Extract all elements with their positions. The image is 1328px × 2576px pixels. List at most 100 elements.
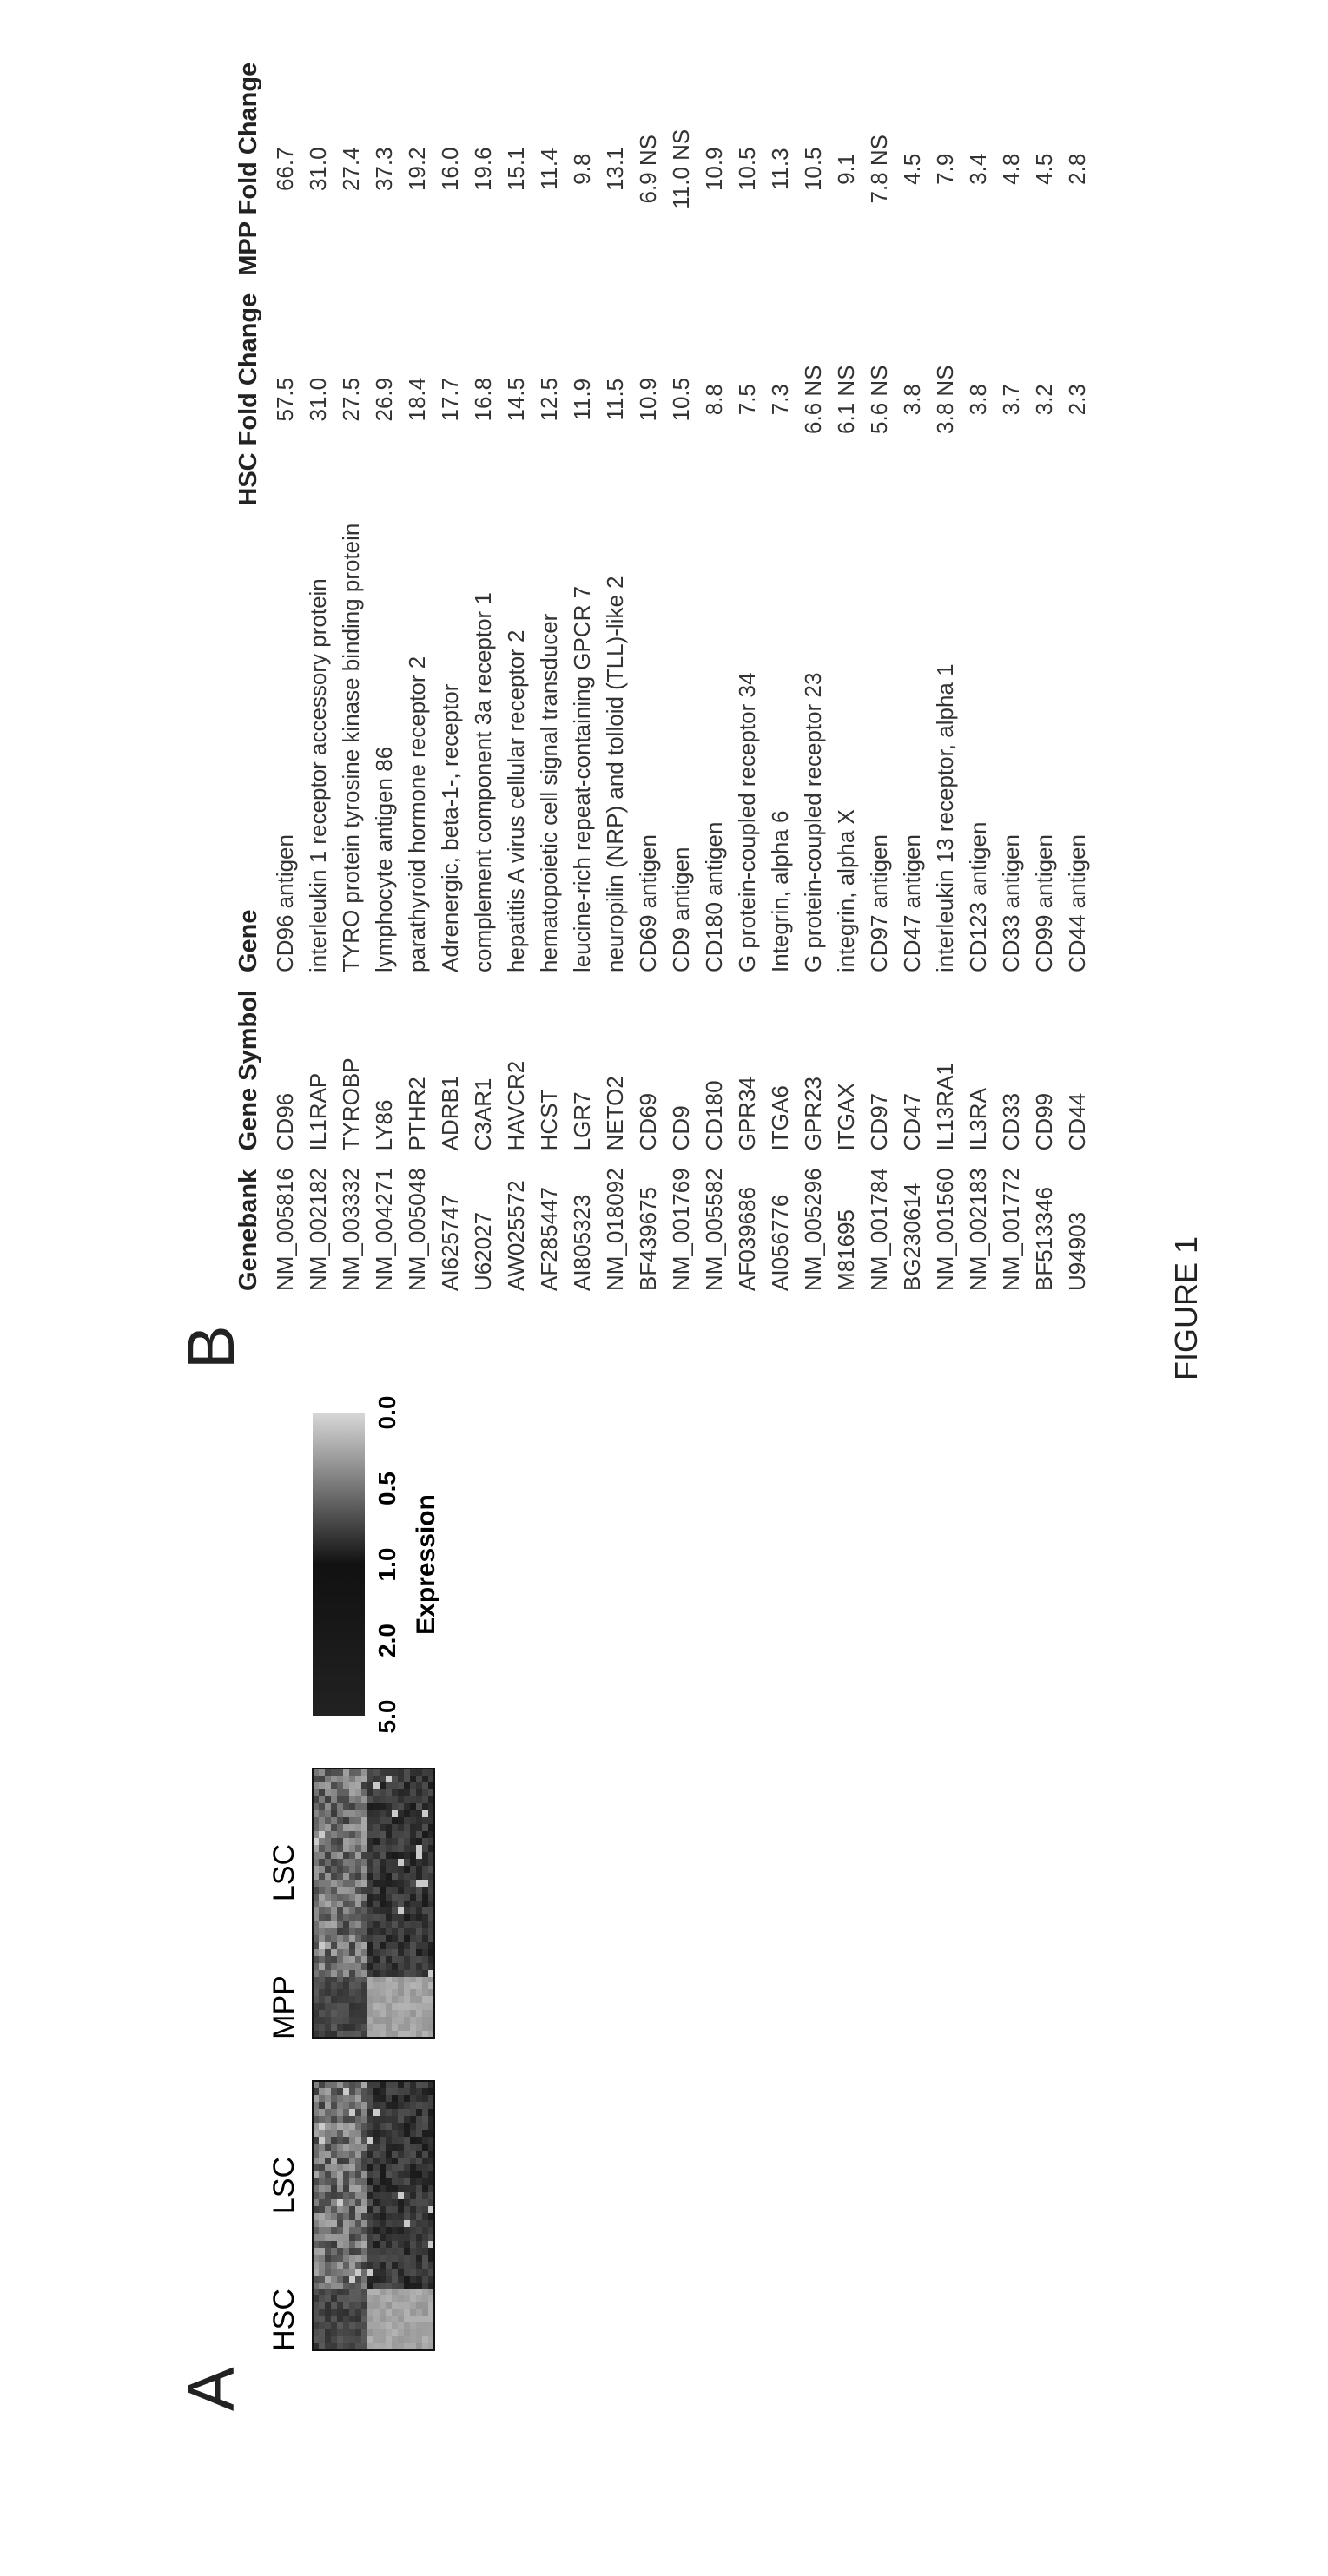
heatmap-cell xyxy=(428,2031,434,2038)
heatmap-cell xyxy=(386,2130,392,2137)
heatmap-cell xyxy=(325,2276,331,2283)
heatmap-cell xyxy=(386,2095,392,2102)
heatmap-cell xyxy=(392,2269,398,2276)
table-cell: 10.5 xyxy=(664,285,697,515)
heatmap-cell xyxy=(355,2178,361,2185)
heatmap-cell xyxy=(355,1914,361,1921)
heatmap-cell xyxy=(361,2123,367,2130)
heatmap-cell xyxy=(428,1789,434,1796)
heatmap-cell xyxy=(337,2255,343,2262)
table-cell: U94903 xyxy=(1060,1159,1093,1300)
heatmap-cell xyxy=(404,2220,410,2227)
heatmap-cell xyxy=(343,2309,349,2316)
table-cell: GPR34 xyxy=(730,981,763,1159)
heatmap-cell xyxy=(428,1982,434,1989)
heatmap-cell xyxy=(343,2031,349,2038)
heatmap-cell xyxy=(398,1914,404,1921)
table-cell: CD180 xyxy=(697,981,730,1159)
heatmap-cell xyxy=(313,2262,319,2269)
heatmap-cell xyxy=(367,2276,373,2283)
heatmap-cell xyxy=(416,1776,422,1782)
heatmap-cell xyxy=(343,1796,349,1803)
heatmap-cell xyxy=(325,2248,331,2255)
heatmap-cell xyxy=(428,2003,434,2010)
heatmap-cell xyxy=(319,2123,325,2130)
heatmap-cell xyxy=(313,2164,319,2171)
column-header: Genebank xyxy=(235,1159,268,1300)
heatmap-cell xyxy=(319,2031,325,2038)
table-cell: BF513346 xyxy=(1027,1159,1060,1300)
heatmap-cell xyxy=(404,2329,410,2336)
heatmap-cell xyxy=(373,2010,380,2017)
heatmap-cell xyxy=(325,2102,331,2109)
heatmap-cell xyxy=(337,1907,343,1914)
heatmap-cell xyxy=(422,2024,428,2031)
heatmap-cell xyxy=(398,2241,404,2248)
heatmap-cell xyxy=(367,2010,373,2017)
heatmap-cell xyxy=(337,1782,343,1789)
heatmap-cell xyxy=(367,1887,373,1894)
table-row: NM_004271LY86lymphocyte antigen 8626.937… xyxy=(367,54,400,1300)
heatmap-cell xyxy=(343,1894,349,1901)
heatmap-cell xyxy=(392,1921,398,1928)
heatmap-cell xyxy=(410,1996,416,2003)
heatmap-cell xyxy=(398,1831,404,1838)
heatmap-cell xyxy=(337,1970,343,1977)
heatmap-cell xyxy=(422,2206,428,2213)
heatmap-cell xyxy=(337,2158,343,2164)
heatmap-cell xyxy=(410,1935,416,1942)
heatmap-cell xyxy=(313,1817,319,1824)
heatmap-cell xyxy=(313,1859,319,1866)
heatmap-cell xyxy=(386,2199,392,2206)
heatmap-cell xyxy=(398,1789,404,1796)
heatmap-cell xyxy=(410,2171,416,2178)
table-cell: 18.4 xyxy=(400,285,433,515)
heatmap-cell xyxy=(355,1782,361,1789)
heatmap-cell xyxy=(343,2171,349,2178)
heatmap-cell xyxy=(398,2003,404,2010)
table-cell: CD47 xyxy=(895,981,928,1159)
heatmap-cell xyxy=(361,2164,367,2171)
table-cell: 4.5 xyxy=(895,54,928,285)
heatmap-cell xyxy=(319,1782,325,1789)
heatmap-cell xyxy=(319,2316,325,2322)
heatmap-cell xyxy=(361,1921,367,1928)
heatmap-cell xyxy=(349,2178,355,2185)
heatmap-cell xyxy=(404,1789,410,1796)
heatmap-cell xyxy=(337,2003,343,2010)
heatmap-cell xyxy=(380,2220,386,2227)
heatmap-cell xyxy=(319,1873,325,1880)
heatmap-cell xyxy=(319,1845,325,1852)
heatmap-cell xyxy=(349,1989,355,1996)
heatmap-cell xyxy=(319,2255,325,2262)
table-cell: 6.1 NS xyxy=(829,285,862,515)
heatmap-cell xyxy=(325,1817,331,1824)
heatmap-cell xyxy=(422,1949,428,1956)
heatmap-cell xyxy=(343,1769,349,1776)
table-cell: complement component 3a receptor 1 xyxy=(466,515,499,981)
heatmap-cell xyxy=(398,2255,404,2262)
heatmap-cell xyxy=(325,2137,331,2144)
heatmap-cell xyxy=(349,2102,355,2109)
heatmap-cell xyxy=(386,1866,392,1873)
heatmap-cell xyxy=(410,1852,416,1859)
heatmap-cell xyxy=(313,1873,319,1880)
heatmap-cell xyxy=(428,2295,434,2302)
heatmap-cell xyxy=(428,2171,434,2178)
heatmap-cell xyxy=(386,2343,392,2350)
heatmap-cell xyxy=(331,1963,337,1970)
heatmap-cell xyxy=(355,1956,361,1963)
heatmap-cell xyxy=(361,2192,367,2199)
heatmap-cell xyxy=(373,1963,380,1970)
heatmap-cell xyxy=(355,2081,361,2088)
heatmap-cell xyxy=(380,2081,386,2088)
heatmap-cell xyxy=(410,2295,416,2302)
heatmap-cell xyxy=(404,2151,410,2158)
heatmap-cell xyxy=(422,2081,428,2088)
heatmap-cell xyxy=(422,2309,428,2316)
heatmap-cell xyxy=(386,1887,392,1894)
heatmap-cell xyxy=(313,2158,319,2164)
heatmap-cell xyxy=(331,2329,337,2336)
heatmap-cell xyxy=(367,1824,373,1831)
heatmap-cell xyxy=(343,1782,349,1789)
